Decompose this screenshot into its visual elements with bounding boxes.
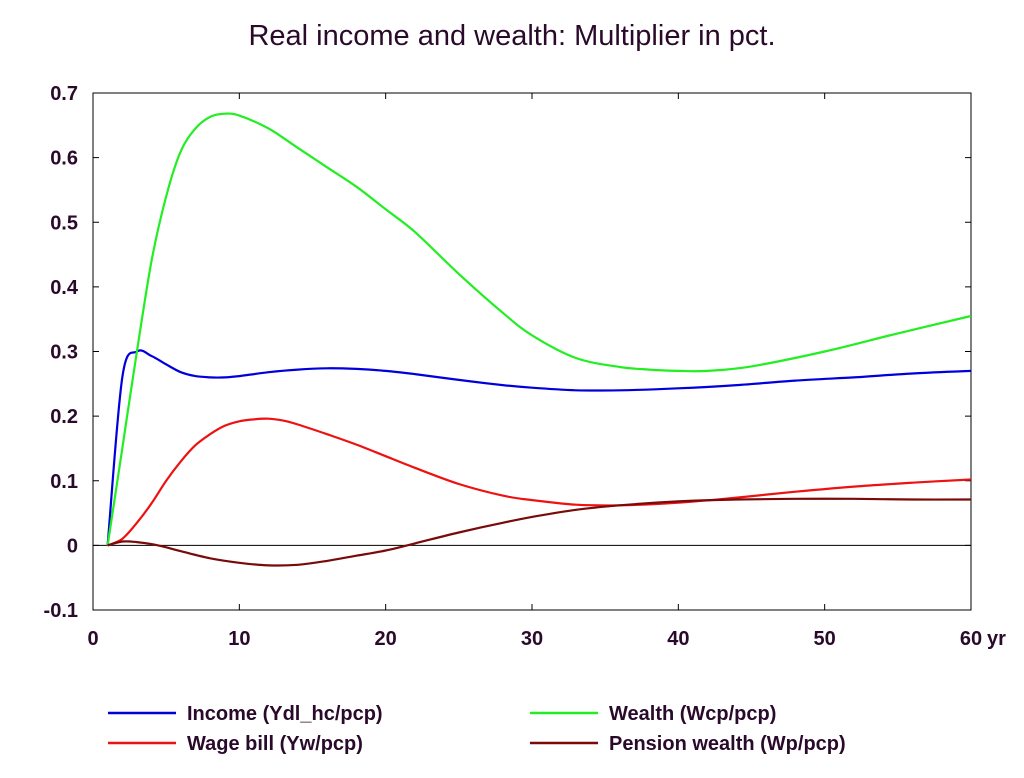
wage-bill-series-line <box>107 417 972 547</box>
x-tick-label: 50 <box>814 628 836 650</box>
x-tick-label: 20 <box>375 628 397 650</box>
y-tick-label: 0.5 <box>50 212 78 234</box>
legend-entry-label: Pension wealth (Wp/pcp) <box>609 733 846 755</box>
income-series-line <box>106 349 972 546</box>
x-unit-label: yr <box>987 628 1006 650</box>
pension-wealth-series-line <box>107 497 972 567</box>
y-tick-label: 0.2 <box>50 406 78 428</box>
x-tick-label: 40 <box>667 628 689 650</box>
wealth-series-line <box>106 112 972 546</box>
legend-entry-label: Income (Ydl_hc/pcp) <box>187 703 383 725</box>
y-tick-label: 0 <box>67 535 78 557</box>
y-tick-label: 0.6 <box>50 148 78 170</box>
y-tick-label: 0.3 <box>50 342 78 364</box>
y-tick-label: -0.1 <box>44 600 78 622</box>
x-tick-label: 60 <box>960 628 982 650</box>
plot-frame <box>92 92 972 611</box>
x-tick-label: 30 <box>521 628 543 650</box>
y-tick-label: 0.1 <box>50 471 78 493</box>
legend-entry-label: Wealth (Wcp/pcp) <box>609 703 776 725</box>
x-tick-label: 10 <box>228 628 250 650</box>
y-tick-label: 0.4 <box>50 277 79 299</box>
legend-entry-label: Wage bill (Yw/pcp) <box>187 733 363 755</box>
x-tick-label: 0 <box>87 628 98 650</box>
y-tick-label: 0.7 <box>50 83 78 105</box>
chart-title: Real income and wealth: Multiplier in pc… <box>248 20 776 52</box>
